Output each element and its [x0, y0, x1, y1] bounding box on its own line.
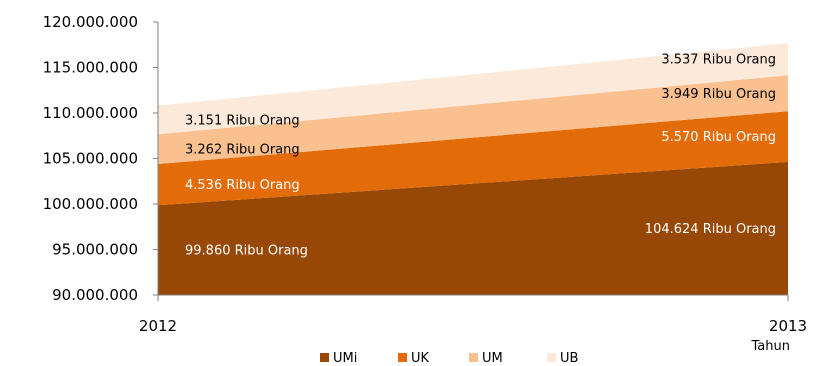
- data-label-ub: 3.151 Ribu Orang: [185, 113, 300, 128]
- legend-label-um: UM: [482, 351, 503, 366]
- data-label-umi: 104.624 Ribu Orang: [645, 222, 776, 237]
- data-label-umi: 99.860 Ribu Orang: [185, 244, 308, 259]
- x-tick-label: 2013: [769, 317, 807, 335]
- y-tick-label: 90.000.000: [52, 286, 138, 304]
- area-ub: [158, 43, 788, 135]
- axes-layer: 90.000.000 95.000.000 100.000.000 105.000.0…: [43, 13, 808, 354]
- area-uk: [158, 111, 788, 206]
- data-label-um: 3.949 Ribu Orang: [661, 87, 776, 102]
- legend-swatch-uk: [398, 353, 407, 362]
- y-tick-label: 115.000.000: [43, 59, 138, 77]
- data-label-um: 3.262 Ribu Orang: [185, 143, 300, 158]
- legend-label-umi: UMi: [333, 351, 357, 366]
- data-label-uk: 5.570 Ribu Orang: [661, 130, 776, 145]
- legend-label-uk: UK: [411, 351, 430, 366]
- area-layer: [158, 43, 788, 295]
- legend: UMi UK UM UB: [320, 351, 578, 366]
- area-um: [158, 75, 788, 164]
- area-umi: [158, 161, 788, 295]
- y-tick-label: 120.000.000: [43, 13, 138, 31]
- y-tick-label: 105.000.000: [43, 150, 138, 168]
- x-tick-label: 2012: [139, 317, 177, 335]
- data-label-ub: 3.537 Ribu Orang: [661, 53, 776, 68]
- legend-swatch-ub: [547, 353, 556, 362]
- data-label-layer: 99.860 Ribu Orang 104.624 Ribu Orang 4.536…: [185, 53, 776, 259]
- x-axis-title: Tahun: [751, 339, 790, 354]
- legend-label-ub: UB: [560, 351, 578, 366]
- y-tick-label: 100.000.000: [43, 195, 138, 213]
- legend-swatch-um: [469, 353, 478, 362]
- legend-swatch-umi: [320, 353, 329, 362]
- y-tick-label: 110.000.000: [43, 104, 138, 122]
- y-tick-label: 95.000.000: [52, 241, 138, 259]
- data-label-uk: 4.536 Ribu Orang: [185, 178, 300, 193]
